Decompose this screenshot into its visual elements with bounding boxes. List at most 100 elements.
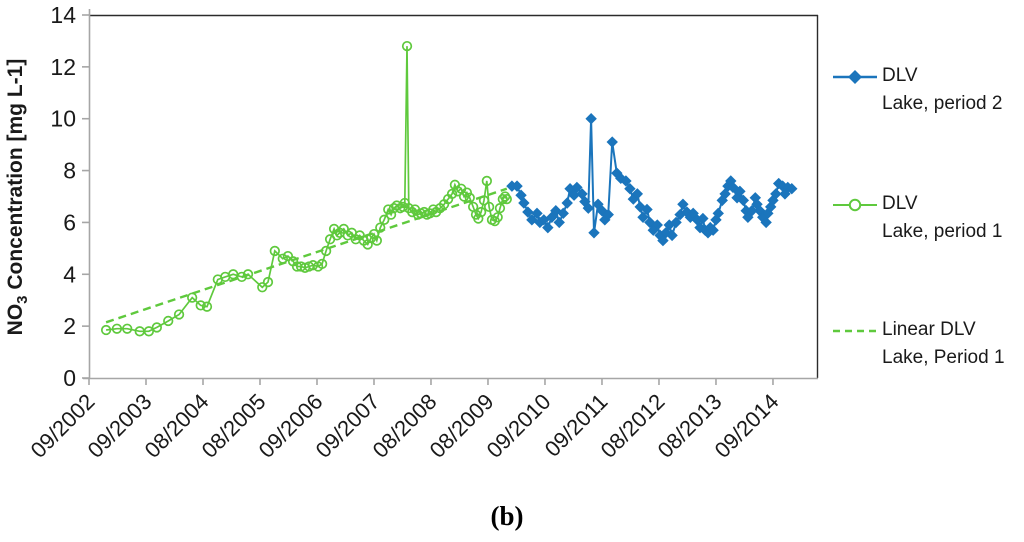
y-tick-label: 8 — [63, 158, 76, 184]
data-point-marker — [511, 180, 523, 192]
legend-line-1: DLV — [882, 193, 918, 214]
legend-entry-linear-trend: Linear DLV Lake, Period 1 — [832, 316, 1005, 372]
data-point-marker — [446, 188, 458, 200]
legend-entry-period-1: DLV Lake, period 1 — [832, 190, 1002, 246]
data-point-marker — [571, 181, 583, 194]
data-point-marker — [483, 201, 495, 213]
y-tick-label: 10 — [50, 106, 76, 132]
data-point-marker — [492, 212, 503, 223]
data-point-marker — [100, 324, 112, 336]
data-point-marker — [320, 245, 332, 257]
data-point-marker — [464, 192, 475, 203]
series-line-2 — [105, 187, 508, 324]
data-point-marker — [707, 224, 719, 236]
legend-line-2: Lake, Period 1 — [882, 347, 1005, 368]
data-point-marker — [173, 309, 185, 320]
y-tick-label: 14 — [50, 2, 76, 28]
data-point-marker — [712, 207, 724, 220]
data-point-marker — [770, 188, 782, 200]
data-point-marker — [522, 206, 534, 218]
y-tick-label: 4 — [63, 261, 76, 287]
data-point-marker — [242, 269, 254, 280]
data-point-marker — [553, 216, 565, 229]
data-point-marker — [719, 188, 731, 200]
data-point-marker — [478, 195, 490, 206]
data-point-marker — [760, 216, 772, 229]
legend-label: DLV Lake, period 2 — [882, 62, 1002, 118]
data-point-marker — [236, 271, 247, 283]
data-point-marker — [418, 206, 430, 218]
data-point-marker — [746, 205, 758, 217]
data-point-marker — [631, 188, 644, 200]
data-point-marker — [644, 216, 656, 229]
data-point-marker — [331, 230, 343, 241]
y-tick-label: 6 — [63, 209, 76, 235]
data-point-marker — [401, 40, 413, 52]
legend-label: DLV Lake, period 1 — [882, 190, 1002, 246]
data-point-marker — [475, 206, 487, 218]
data-point-marker — [588, 227, 600, 239]
data-point-marker — [385, 209, 397, 220]
y-tick-label: 2 — [63, 313, 76, 339]
legend-line-1: Linear DLV — [882, 319, 976, 340]
data-point-marker — [269, 245, 280, 257]
data-point-marker — [201, 301, 213, 312]
data-point-marker — [531, 207, 543, 220]
data-point-marker — [557, 207, 569, 220]
data-point-marker — [550, 205, 562, 217]
plot-area: 0246810121409/200209/200308/200408/20050… — [26, 2, 798, 463]
data-point-marker — [501, 193, 512, 205]
data-point-marker — [187, 292, 198, 303]
data-point-marker — [497, 193, 508, 205]
data-point-marker — [371, 235, 382, 246]
y-tick-label: 0 — [63, 365, 76, 391]
data-point-marker — [428, 204, 439, 215]
figure-caption: (b) — [490, 501, 524, 531]
x-tick-label: 09/2010 — [482, 389, 556, 463]
series-line-1 — [105, 46, 508, 333]
data-point-marker — [383, 204, 394, 215]
data-point-marker — [316, 258, 328, 270]
data-point-marker — [111, 323, 123, 334]
data-point-marker — [737, 194, 750, 207]
data-point-marker — [481, 175, 492, 187]
data-point-marker — [786, 183, 798, 195]
y-tick-label: 12 — [50, 54, 76, 80]
data-point-marker — [526, 214, 538, 226]
data-point-marker — [375, 222, 386, 233]
x-tick-label: 09/2014 — [710, 389, 784, 463]
data-point-marker — [195, 300, 206, 311]
legend-line-1: DLV — [882, 65, 918, 86]
data-point-marker — [670, 216, 682, 229]
data-point-marker — [666, 229, 678, 242]
data-point-marker — [151, 322, 162, 333]
data-point-marker — [620, 175, 632, 187]
data-point-marker — [596, 205, 608, 217]
data-point-marker — [262, 276, 274, 288]
legend-line-2: Lake, period 2 — [882, 93, 1003, 114]
data-point-marker — [606, 136, 618, 148]
data-point-marker — [542, 221, 554, 234]
data-point-marker — [697, 212, 709, 225]
data-point-marker — [461, 187, 473, 198]
data-point-marker — [602, 208, 614, 221]
legend-entry-period-2: DLV Lake, period 2 — [832, 62, 1002, 118]
data-point-marker — [473, 213, 484, 224]
data-point-marker — [494, 203, 506, 214]
data-point-marker — [651, 219, 663, 231]
legend-label: Linear DLV Lake, Period 1 — [882, 316, 1005, 372]
data-point-marker — [518, 197, 530, 209]
data-point-marker — [143, 326, 154, 337]
data-point-marker — [677, 198, 689, 210]
line-circle-marker-icon — [833, 198, 877, 212]
data-point-marker — [282, 250, 294, 262]
data-point-marker — [637, 211, 649, 223]
data-point-marker — [734, 185, 746, 198]
dashed-line-icon — [833, 329, 877, 333]
line-diamond-marker-icon — [833, 70, 877, 84]
data-point-marker — [368, 228, 380, 240]
data-point-marker — [624, 183, 636, 195]
data-point-marker — [379, 214, 390, 225]
